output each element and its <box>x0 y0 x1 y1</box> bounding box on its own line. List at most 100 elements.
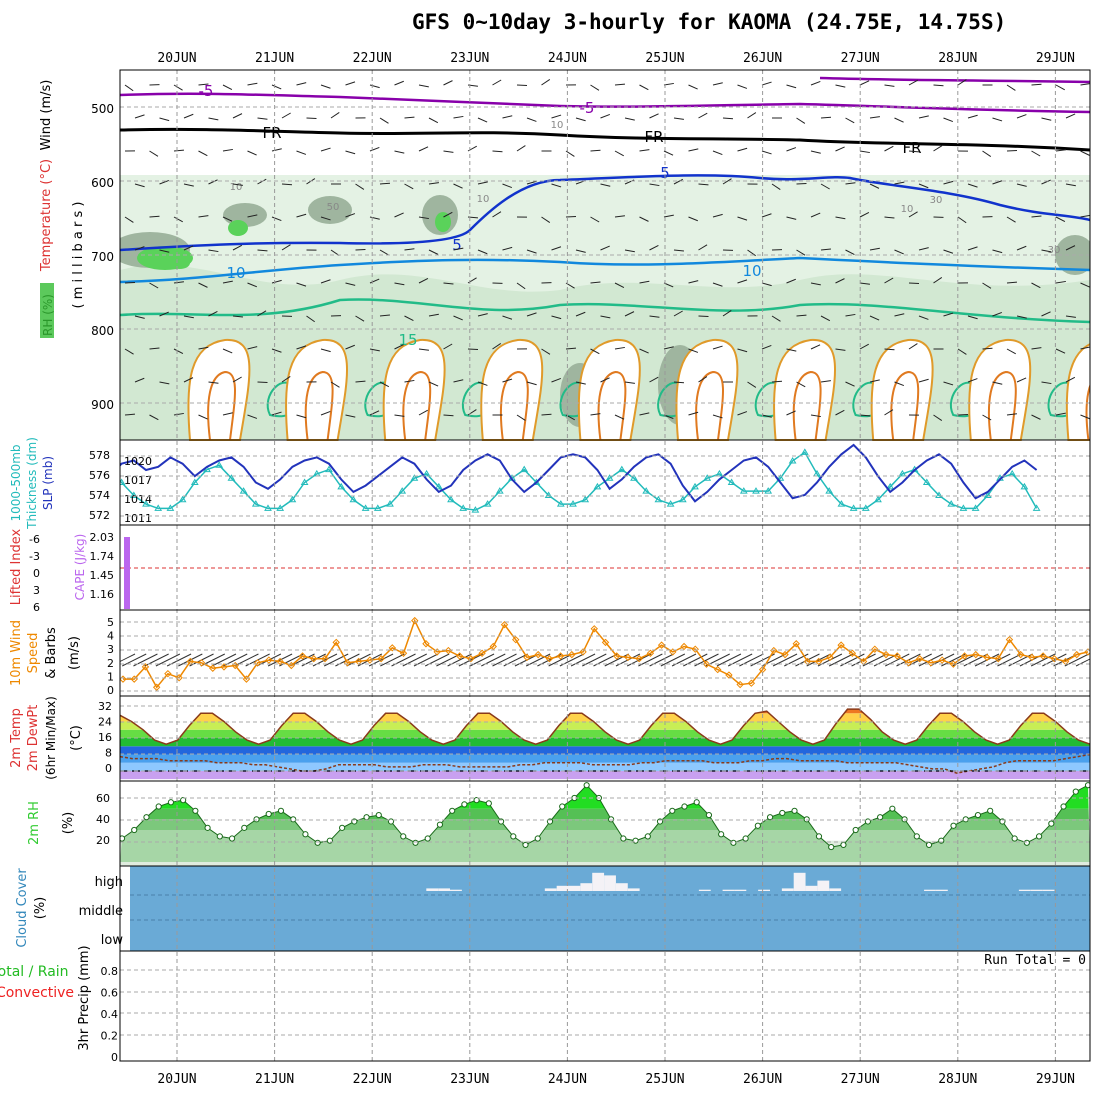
wind-barb-10m <box>492 653 517 667</box>
wind-barb <box>869 379 880 383</box>
wind-barb <box>1041 117 1052 121</box>
wind-barb <box>443 343 453 350</box>
wind-barb <box>575 381 586 385</box>
cloud-bar-high <box>817 880 830 891</box>
wind-barb <box>526 381 537 386</box>
wind-point <box>534 650 542 659</box>
wind-barb <box>232 244 243 251</box>
wind-point <box>725 671 733 679</box>
rh-point <box>241 824 248 831</box>
rh-point <box>987 807 994 814</box>
wind-barb <box>428 182 439 185</box>
wind-point <box>343 659 352 667</box>
thickness-point <box>727 478 736 485</box>
wind-barb <box>208 179 218 185</box>
wind-point <box>972 650 980 659</box>
wind-barb <box>639 280 650 284</box>
series-dewpoint <box>120 753 1090 774</box>
wind-barb <box>933 414 943 422</box>
wind-barb <box>698 244 708 251</box>
rh-point <box>131 826 138 834</box>
wind-point <box>624 653 632 662</box>
temp-contour-20 <box>675 338 739 441</box>
thickness-point <box>874 495 882 503</box>
wind-barb <box>761 81 772 86</box>
wind-barb <box>575 311 586 317</box>
wind-tick: 4 <box>107 630 114 643</box>
rh-point <box>828 843 835 851</box>
wind-barb <box>771 183 781 191</box>
temp-band <box>120 754 1090 763</box>
wind-barb <box>1031 150 1041 157</box>
wind-point <box>253 659 262 667</box>
wind-barb <box>541 348 551 355</box>
wind-barb <box>159 311 169 317</box>
ylabel-wind-2: Speed <box>26 633 41 674</box>
wind-barb <box>345 213 356 218</box>
wind-barb-10m <box>806 653 831 667</box>
thickness-point <box>739 487 748 494</box>
wind-barb <box>369 410 380 416</box>
wind-barb <box>394 212 404 218</box>
wind-barb-10m <box>862 653 888 667</box>
thickness-point <box>1032 504 1041 511</box>
wind-barb <box>124 281 136 284</box>
date-label-bottom: 29JUN <box>1036 1072 1075 1087</box>
wind-barb <box>859 150 870 154</box>
wind-barb <box>502 315 513 320</box>
rh-point <box>620 835 627 842</box>
wind-barb <box>394 414 405 417</box>
wind-barb <box>222 348 233 354</box>
wind-barb <box>477 181 488 185</box>
wind-barb <box>565 347 577 350</box>
wind-barb <box>747 381 757 388</box>
rh-point <box>925 841 933 849</box>
wind-barb <box>541 78 551 86</box>
thickness-point <box>276 504 285 511</box>
wind-barb <box>673 310 683 317</box>
wind-barb-10m <box>380 653 405 667</box>
rh-point <box>1084 782 1090 789</box>
wind-barb <box>1041 249 1052 253</box>
wind-barb <box>712 150 723 156</box>
wind-barb <box>908 211 918 218</box>
thickness-point <box>398 487 407 494</box>
wind-barb <box>835 84 846 88</box>
wind-barb <box>320 348 331 353</box>
wind-barb <box>698 315 709 318</box>
wind-barb <box>869 116 880 119</box>
temp-tick: 16 <box>98 731 112 744</box>
wind-barb <box>394 150 405 154</box>
chart-title: GFS 0~10day 3-hourly for KAOMA (24.75E, … <box>412 10 1007 34</box>
thickness-point <box>764 487 773 494</box>
contour-label: 10 <box>551 120 564 131</box>
thickness-point <box>495 487 504 494</box>
wind-barb <box>281 183 293 186</box>
rh-point <box>1011 835 1018 842</box>
wind-barb <box>296 150 307 155</box>
temp-contour-25 <box>987 370 1017 441</box>
rh-point <box>754 822 761 829</box>
thickness-point <box>215 461 224 468</box>
wind-barb <box>835 216 846 220</box>
wind-barb <box>1041 179 1051 185</box>
wind-barb <box>320 84 331 89</box>
wind-barb <box>908 282 920 285</box>
wind-barb <box>526 312 537 317</box>
wind-barb <box>345 414 356 418</box>
wind-barb <box>884 348 895 351</box>
wind-barb <box>281 375 291 383</box>
rh-point <box>1060 803 1067 810</box>
rh-point <box>644 833 651 840</box>
cloud-bar-high <box>698 889 711 891</box>
wind-barb <box>502 246 513 251</box>
wind-barb <box>1091 179 1100 184</box>
thickness-point <box>581 495 590 503</box>
thickness-point <box>410 474 419 481</box>
rh-point <box>840 841 847 849</box>
rh-point <box>681 803 688 810</box>
ylabel-rh: 2m RH <box>27 801 42 845</box>
thickness-point <box>569 500 577 507</box>
wind-barb <box>698 183 709 186</box>
temp-contour-20 <box>382 338 446 441</box>
